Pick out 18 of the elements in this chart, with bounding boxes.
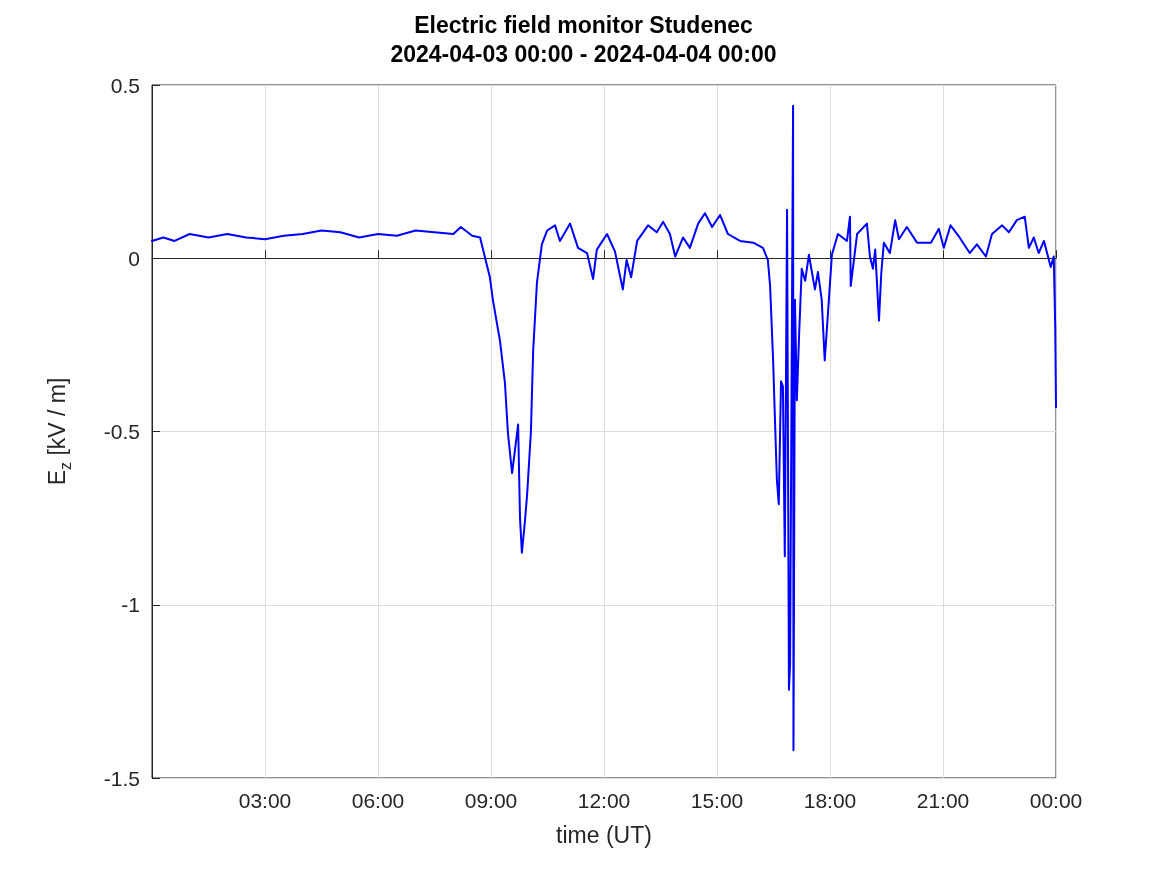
- y-tick-label: 0: [128, 246, 140, 270]
- y-tick-label: 0.5: [110, 73, 140, 97]
- y-tick-label: -1.5: [103, 766, 140, 790]
- y-tick-label: -1: [121, 593, 140, 617]
- x-tick-label: 00:00: [1029, 789, 1083, 812]
- line-series: [151, 104, 1057, 752]
- y-tick-label: -0.5: [103, 420, 140, 443]
- x-tick-label: 09:00: [464, 789, 518, 812]
- x-tick-label: 15:00: [690, 789, 744, 812]
- chart-subtitle: 2024-04-03 00:00 - 2024-04-04 00:00: [390, 40, 777, 67]
- y-axis-title: Ez [kV / m]: [44, 377, 74, 486]
- chart-title: Electric field monitor Studenec: [414, 11, 754, 38]
- x-tick-label: 03:00: [238, 789, 292, 812]
- x-tick-label: 18:00: [803, 789, 857, 812]
- x-tick-label: 12:00: [577, 789, 631, 812]
- x-axis-title: time (UT): [556, 821, 652, 848]
- x-tick-label: 06:00: [351, 789, 405, 812]
- x-tick-label: 21:00: [916, 789, 970, 812]
